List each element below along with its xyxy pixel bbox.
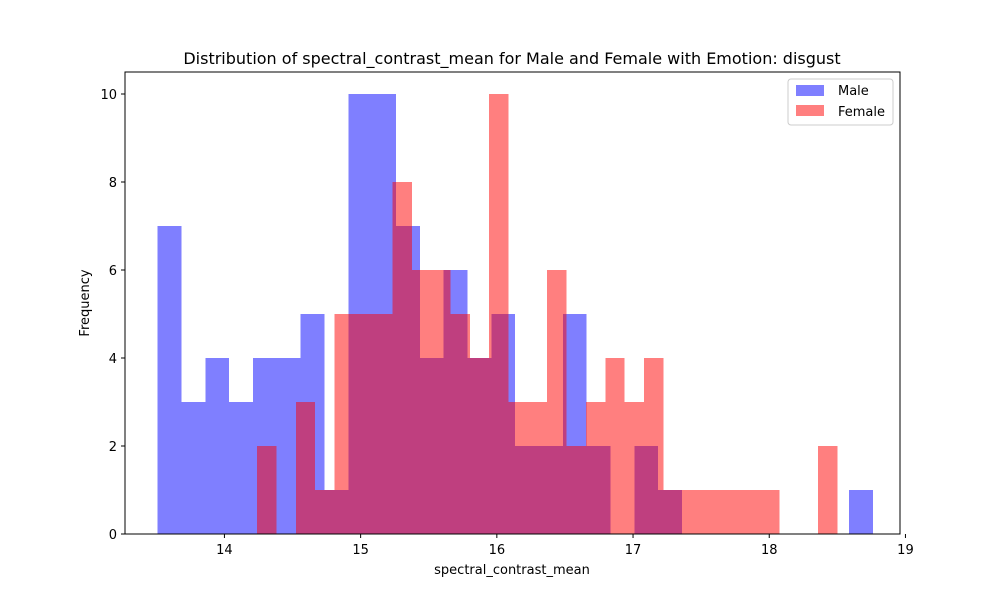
female-bar-26	[759, 490, 780, 534]
x-tick-label: 19	[897, 543, 914, 558]
x-axis-ticks: 14 15 16 17 18 19	[216, 534, 914, 558]
chart-title: Distribution of spectral_contrast_mean f…	[183, 49, 840, 69]
plot-area	[157, 94, 873, 534]
female-bar-8	[411, 270, 432, 534]
legend-label-female: Female	[838, 105, 885, 120]
male-bar-2	[205, 358, 230, 534]
x-tick-label: 18	[761, 543, 778, 558]
legend: Male Female	[787, 78, 894, 126]
x-tick-label: 14	[216, 543, 233, 558]
y-axis-label: Frequency	[78, 269, 93, 336]
female-bar-29	[818, 446, 838, 534]
female-bar-20	[643, 358, 664, 534]
legend-swatch-female	[796, 105, 824, 116]
y-tick-label: 0	[109, 528, 117, 543]
female-bar-11	[469, 358, 490, 534]
female-bar-3	[315, 490, 335, 534]
x-axis-label: spectral_contrast_mean	[434, 563, 590, 578]
female-bar-22	[682, 490, 702, 534]
female-bar-19	[624, 402, 644, 534]
female-bar-10	[450, 314, 470, 534]
y-tick-label: 4	[109, 352, 117, 367]
female-bar-6	[373, 314, 393, 534]
x-tick-label: 17	[625, 543, 642, 558]
female-bar-16	[566, 446, 586, 534]
female-bar-17	[585, 402, 606, 534]
y-tick-label: 8	[109, 176, 117, 191]
female-bar-7	[392, 182, 412, 534]
male-bar-3	[229, 402, 254, 534]
female-bar-21	[663, 490, 683, 534]
female-bar-25	[740, 490, 760, 534]
female-bar-18	[605, 358, 625, 534]
male-bar-0	[157, 226, 182, 534]
female-bar-24	[721, 490, 741, 534]
female-bar-4	[334, 314, 354, 534]
y-tick-label: 2	[109, 440, 117, 455]
female-bar-14	[527, 402, 548, 534]
axes-frame	[124, 71, 901, 535]
male-bar-5	[276, 358, 301, 534]
female-bar-23	[701, 490, 722, 534]
x-tick-label: 15	[352, 543, 369, 558]
male-bar-29	[848, 490, 873, 534]
female-bar-0	[257, 446, 277, 534]
y-tick-label: 10	[100, 88, 117, 103]
legend-swatch-male	[796, 85, 824, 96]
y-tick-label: 6	[109, 264, 117, 279]
female-bar-2	[295, 402, 316, 534]
series-female-bars	[257, 94, 838, 534]
female-bar-9	[431, 270, 451, 534]
female-bar-13	[508, 402, 528, 534]
x-tick-label: 16	[489, 543, 506, 558]
female-bar-15	[547, 270, 567, 534]
female-bar-5	[353, 314, 374, 534]
male-bar-1	[181, 402, 206, 534]
y-axis-ticks: 0 2 4 6 8 10	[100, 88, 125, 543]
female-bar-12	[489, 94, 509, 534]
legend-label-male: Male	[838, 84, 869, 99]
